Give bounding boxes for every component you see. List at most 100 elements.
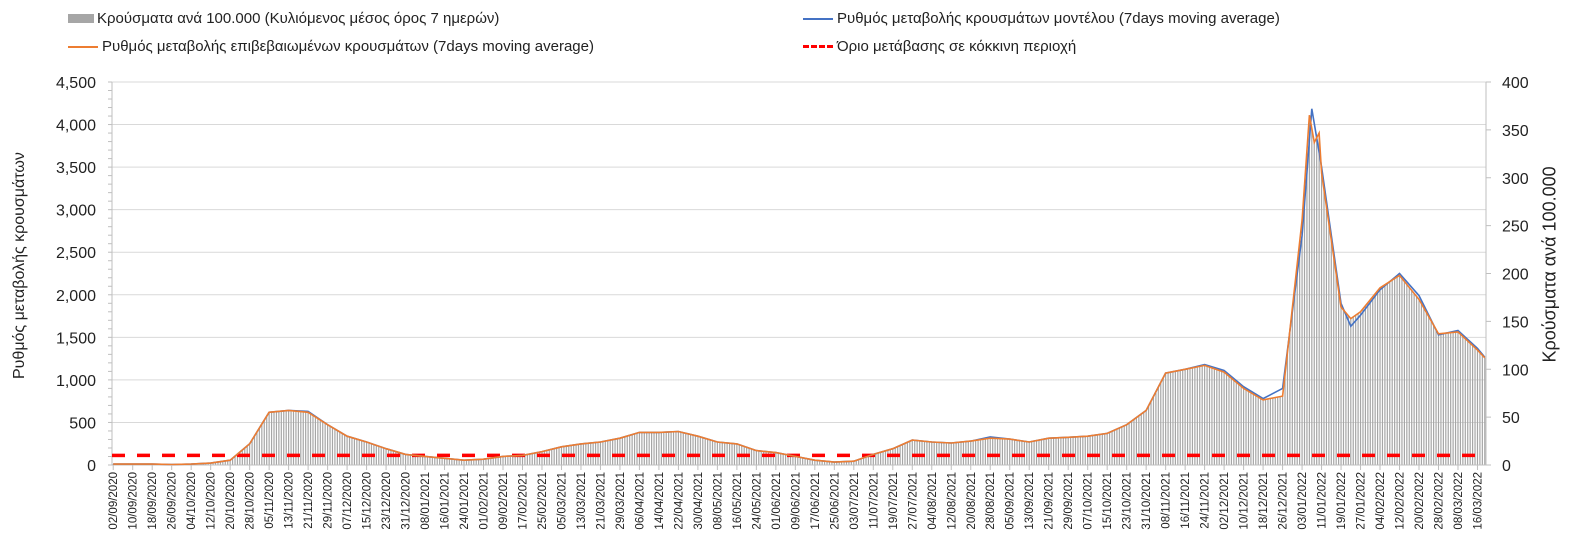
bar (1055, 437, 1057, 465)
x-tick-label: 13/11/2020 (284, 472, 296, 529)
bar (955, 442, 957, 465)
bar (860, 458, 862, 465)
bar (346, 436, 348, 465)
bar (358, 439, 360, 465)
bar (719, 442, 721, 465)
bar (526, 454, 528, 465)
x-tick-label: 30/04/2021 (693, 472, 705, 530)
bar (1279, 396, 1281, 465)
bar (843, 461, 845, 465)
bar (865, 456, 867, 465)
bar (1145, 410, 1147, 465)
bar (261, 424, 263, 465)
bar (463, 460, 465, 465)
bar (646, 432, 648, 465)
bar (314, 417, 317, 465)
bar (1389, 281, 1391, 465)
bar (1004, 438, 1006, 465)
bar (1484, 357, 1486, 465)
bar (1038, 440, 1040, 465)
bar (497, 457, 499, 465)
bar (288, 410, 290, 465)
bar (816, 460, 818, 465)
bar (1072, 436, 1074, 465)
x-tick-label: 08/11/2021 (1161, 472, 1173, 529)
bar (619, 438, 621, 465)
bar (1381, 286, 1384, 465)
bar (882, 451, 884, 465)
legend-item-threshold: Όριο μετάβασης σε κόκκινη περιοχή (803, 38, 1076, 55)
bar (251, 439, 253, 465)
bar (979, 439, 982, 465)
bar (1113, 430, 1116, 465)
bar (1048, 438, 1050, 465)
bar (1396, 276, 1398, 465)
x-tick-label: 11/01/2022 (1317, 472, 1329, 529)
bar (1184, 369, 1186, 465)
bar (731, 443, 733, 465)
bar (1289, 329, 1291, 465)
legend-label-threshold: Όριο μετάβασης σε κόκκινη περιοχή (837, 38, 1077, 55)
bar (1415, 296, 1418, 465)
bar (689, 434, 692, 465)
bar (1435, 329, 1437, 465)
x-tick-label: 07/10/2021 (1083, 472, 1095, 530)
bar (926, 441, 928, 465)
bar (1104, 433, 1106, 465)
bar (1394, 278, 1396, 465)
bar (1433, 325, 1435, 465)
bar (580, 443, 582, 465)
bar (1016, 440, 1018, 465)
bar (305, 412, 307, 465)
bar (424, 456, 426, 465)
bar (1133, 419, 1135, 465)
bar (538, 452, 541, 465)
bar (1301, 219, 1303, 465)
bar (636, 433, 638, 465)
x-tick-label: 17/02/2021 (517, 472, 529, 530)
y-tick-label-left: 0 (87, 458, 96, 475)
bar (1445, 333, 1447, 465)
bar (704, 438, 706, 465)
bar (324, 423, 326, 465)
bar (395, 451, 397, 465)
bar (658, 432, 660, 465)
x-tick-label: 10/09/2020 (128, 472, 140, 530)
bar (1340, 307, 1342, 465)
x-tick-label: 27/07/2021 (907, 472, 919, 530)
bar (921, 441, 923, 465)
bar (994, 438, 996, 465)
bar (1050, 438, 1052, 465)
bar (638, 432, 641, 465)
bar (1230, 378, 1233, 465)
bar (475, 459, 477, 465)
bar (716, 442, 718, 465)
bar (1211, 367, 1213, 465)
bar (728, 443, 731, 465)
bar (962, 441, 965, 465)
y-tick-label-left: 2,000 (56, 288, 96, 305)
bar (602, 441, 604, 465)
bar (960, 442, 962, 465)
x-tick-label: 13/03/2021 (576, 472, 588, 530)
bar (302, 411, 304, 465)
bar (1206, 366, 1208, 465)
bar (1299, 241, 1301, 465)
x-tick-label: 23/12/2020 (381, 472, 393, 530)
bar (400, 453, 402, 465)
bar (266, 416, 268, 465)
bar (823, 461, 826, 465)
bar (1167, 372, 1169, 465)
bar (1308, 115, 1310, 465)
bar (819, 460, 821, 465)
bar (560, 446, 563, 465)
bar (1323, 189, 1325, 465)
bar (616, 438, 619, 465)
y-tick-label-right: 400 (1502, 75, 1529, 92)
x-tick-label: 29/11/2020 (323, 472, 335, 529)
y-tick-label-right: 300 (1502, 171, 1529, 188)
bar (446, 458, 448, 465)
bar (1379, 287, 1381, 465)
x-tick-label: 18/09/2020 (147, 472, 159, 530)
bar (1345, 312, 1347, 465)
